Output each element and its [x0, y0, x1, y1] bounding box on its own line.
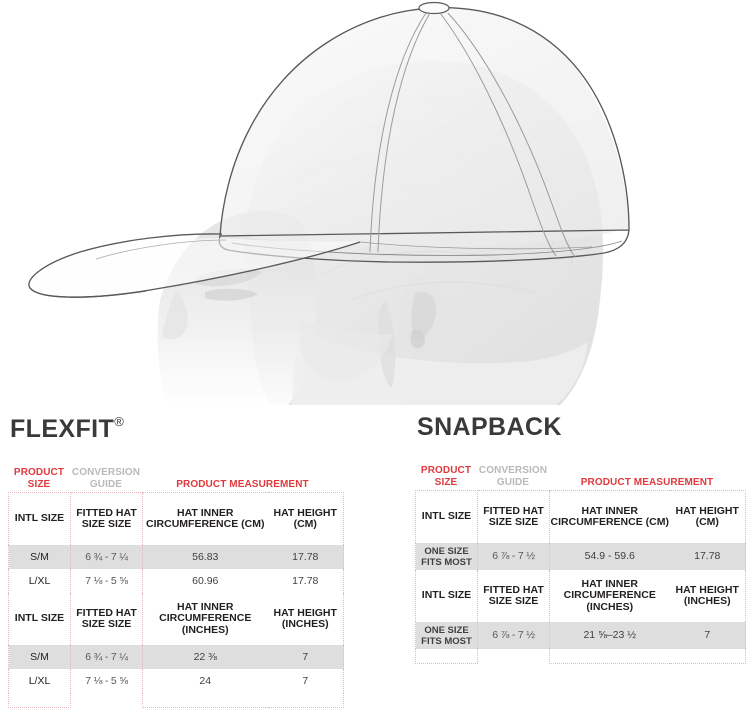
cell-fitted-hat-size: 7 ⅛ - 5 ⅝ [70, 669, 143, 693]
cap-visor-underline [359, 241, 593, 250]
cell-intl-size: ONE SIZE FITS MOST [415, 622, 478, 649]
cap-on-head-drawing [28, 1, 630, 406]
table-row: ONE SIZE FITS MOST 6 ⅞ - 7 ½ 54.9 - 59.6… [415, 543, 746, 570]
col-header-circumference-cm: HAT INNER CIRCUMFERENCE (CM) [142, 492, 268, 545]
cell-fitted-hat-size: 6 ¾ - 7 ¼ [70, 645, 143, 669]
cap-top-button [418, 1, 450, 15]
snapback-title: SNAPBACK [417, 415, 745, 440]
flexfit-panel: FLEXFIT® PRODUCT SIZE CONVERSION GUIDE P… [8, 415, 344, 708]
col-header-intl-size: INTL SIZE [8, 492, 71, 545]
col-header-height-cm: HAT HEIGHT (CM) [267, 492, 344, 545]
cell-circumference: 22 ⅜ [142, 645, 268, 669]
snapback-panel: SNAPBACK PRODUCT SIZE CONVERSION GUIDE P… [415, 415, 746, 664]
cell-hat-height: 7 [669, 622, 746, 649]
cell-fitted-hat-size: 6 ⅞ - 7 ½ [477, 543, 550, 570]
col-header-intl-size: INTL SIZE [415, 490, 478, 543]
table-header-row-cm: INTL SIZE FITTED HAT SIZE SIZE HAT INNER… [415, 490, 746, 543]
cell-fitted-hat-size: 7 ⅛ - 5 ⅝ [70, 569, 143, 593]
col-header-intl-size: INTL SIZE [8, 593, 71, 645]
group-header-product-size: PRODUCT SIZE [13, 467, 65, 490]
registered-trademark-icon: ® [114, 414, 125, 429]
col-header-fitted-hat-size: FITTED HAT SIZE SIZE [70, 593, 143, 645]
snapback-group-header-band: PRODUCT SIZE CONVERSION GUIDE PRODUCT ME… [415, 458, 745, 488]
table-header-row-cm: INTL SIZE FITTED HAT SIZE SIZE HAT INNER… [8, 492, 344, 545]
col-header-fitted-hat-size: FITTED HAT SIZE SIZE [477, 490, 550, 543]
cell-hat-height: 17.78 [267, 545, 344, 569]
table-row: S/M 6 ¾ - 7 ¼ 22 ⅜ 7 [8, 645, 344, 669]
table-row: L/XL 7 ⅛ - 5 ⅝ 60.96 17.78 [8, 569, 344, 593]
col-header-height-inches: HAT HEIGHT (INCHES) [669, 570, 746, 622]
col-header-fitted-hat-size: FITTED HAT SIZE SIZE [70, 492, 143, 545]
col-header-circumference-cm: HAT INNER CIRCUMFERENCE (CM) [549, 490, 670, 543]
table-bottom-spacer [8, 693, 344, 708]
table-bottom-spacer [415, 649, 746, 664]
table-row: ONE SIZE FITS MOST 6 ⅞ - 7 ½ 21 ⅝–23 ½ 7 [415, 622, 746, 649]
cell-intl-size: S/M [8, 545, 71, 569]
table-header-row-inches: INTL SIZE FITTED HAT SIZE SIZE HAT INNER… [415, 570, 746, 622]
col-header-circumference-inches: HAT INNER CIRCUMFERENCE (INCHES) [142, 593, 268, 645]
group-header-conversion-guide: CONVERSION GUIDE [478, 465, 548, 488]
group-header-product-measurement: PRODUCT MEASUREMENT [580, 476, 714, 488]
cell-hat-height: 17.78 [669, 543, 746, 570]
snapback-size-table: INTL SIZE FITTED HAT SIZE SIZE HAT INNER… [415, 490, 746, 664]
col-header-intl-size: INTL SIZE [415, 570, 478, 622]
col-header-fitted-hat-size: FITTED HAT SIZE SIZE [477, 570, 550, 622]
group-header-product-size: PRODUCT SIZE [420, 465, 472, 488]
flexfit-size-table: INTL SIZE FITTED HAT SIZE SIZE HAT INNER… [8, 492, 344, 708]
group-header-conversion-guide: CONVERSION GUIDE [71, 467, 141, 490]
cell-intl-size: S/M [8, 645, 71, 669]
col-header-circumference-inches: HAT INNER CIRCUMFERENCE (INCHES) [549, 570, 670, 622]
cap-panel-seams [369, 12, 576, 258]
cell-hat-height: 7 [267, 669, 344, 693]
cell-circumference: 54.9 - 59.6 [549, 543, 670, 570]
col-header-height-cm: HAT HEIGHT (CM) [669, 490, 746, 543]
hero-illustration [28, 1, 630, 406]
flexfit-group-header-band: PRODUCT SIZE CONVERSION GUIDE PRODUCT ME… [8, 460, 343, 490]
cell-hat-height: 17.78 [267, 569, 344, 593]
cell-hat-height: 7 [267, 645, 344, 669]
flexfit-title: FLEXFIT® [10, 415, 343, 442]
table-row: S/M 6 ¾ - 7 ¼ 56.83 17.78 [8, 545, 344, 569]
cap-brim [28, 233, 361, 298]
table-header-row-inches: INTL SIZE FITTED HAT SIZE SIZE HAT INNER… [8, 593, 344, 645]
cell-fitted-hat-size: 6 ⅞ - 7 ½ [477, 622, 550, 649]
cell-circumference: 21 ⅝–23 ½ [549, 622, 670, 649]
cell-fitted-hat-size: 6 ¾ - 7 ¼ [70, 545, 143, 569]
cell-intl-size: L/XL [8, 669, 71, 693]
snapback-title-text: SNAPBACK [417, 413, 562, 441]
cap-crown-fill [220, 7, 628, 247]
cell-intl-size: L/XL [8, 569, 71, 593]
cell-circumference: 56.83 [142, 545, 268, 569]
cell-circumference: 60.96 [142, 569, 268, 593]
group-header-product-measurement: PRODUCT MEASUREMENT [176, 478, 309, 490]
cell-circumference: 24 [142, 669, 268, 693]
flexfit-title-text: FLEXFIT [10, 415, 115, 443]
table-row: L/XL 7 ⅛ - 5 ⅝ 24 7 [8, 669, 344, 693]
cell-intl-size: ONE SIZE FITS MOST [415, 543, 478, 570]
col-header-height-inches: HAT HEIGHT (INCHES) [267, 593, 344, 645]
